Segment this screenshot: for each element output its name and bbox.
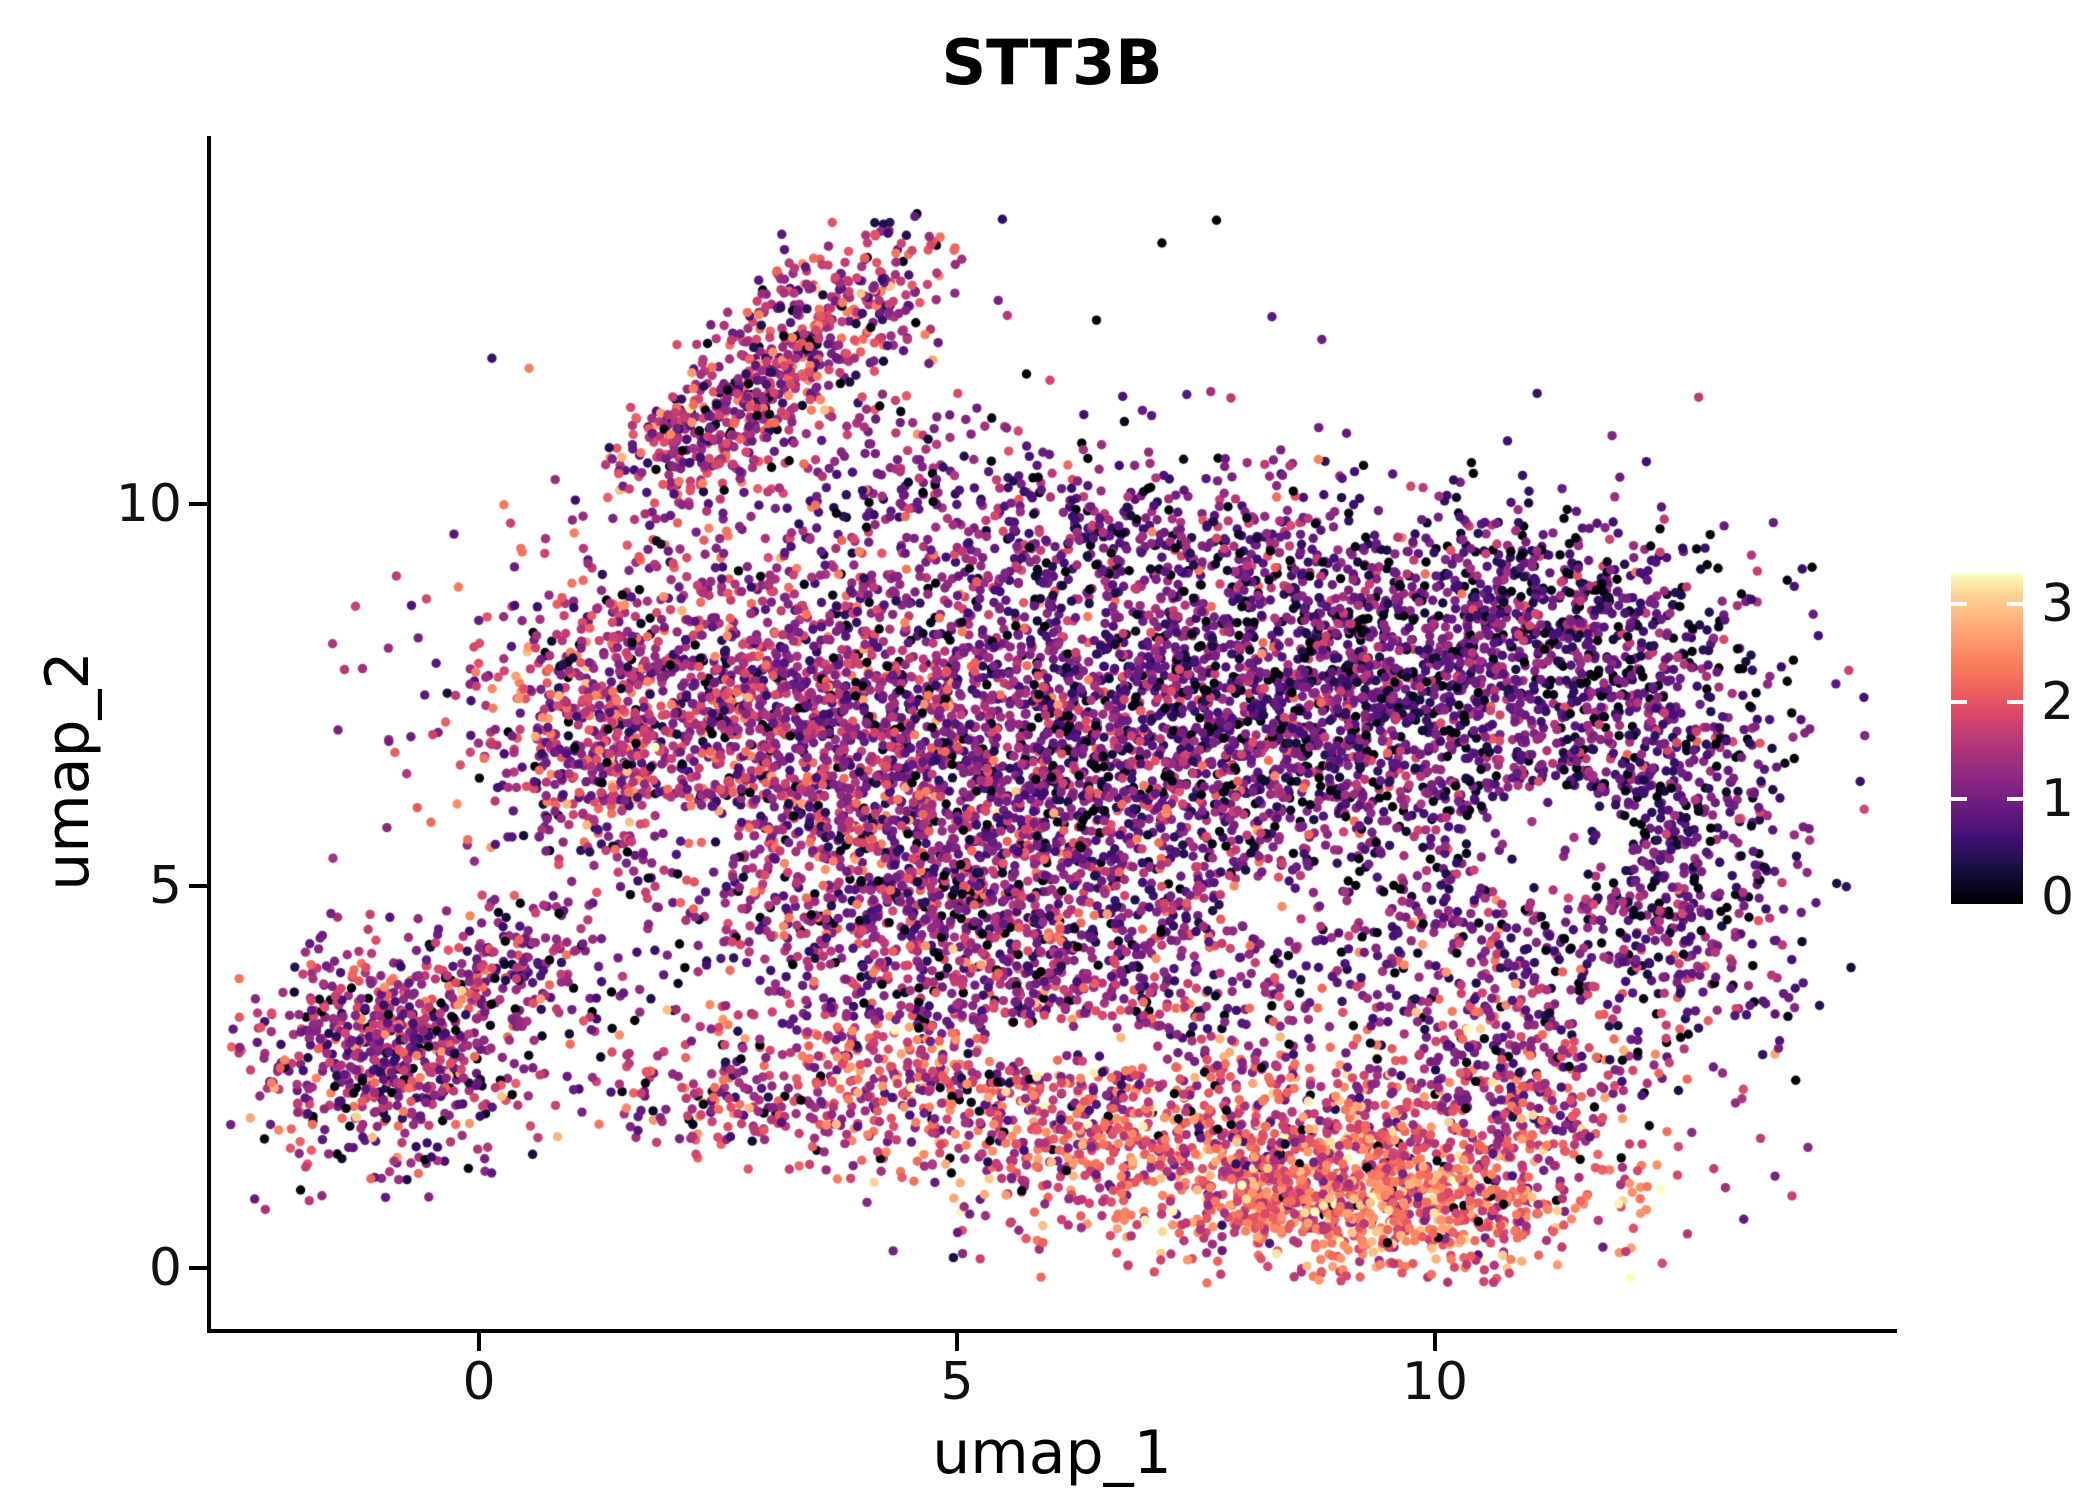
- x-tick-label: 5: [940, 1352, 974, 1412]
- y-axis-label: umap_2: [33, 651, 103, 891]
- colorbar-tick-label: 0: [2041, 867, 2075, 927]
- x-tick-label: 0: [462, 1352, 496, 1412]
- x-tick-mark: [955, 1333, 959, 1351]
- y-tick-mark: [189, 884, 207, 888]
- plot-title: STT3B: [941, 26, 1163, 99]
- colorbar-gradient: [1951, 573, 2023, 904]
- colorbar-tick-mark: [2007, 699, 2023, 704]
- y-tick-label: 10: [115, 474, 182, 534]
- x-axis-line: [207, 1329, 1897, 1333]
- colorbar-tick-mark: [1951, 601, 1967, 606]
- colorbar-tick-mark: [2007, 601, 2023, 606]
- y-axis-line: [207, 136, 211, 1333]
- y-tick-label: 5: [148, 856, 182, 916]
- y-tick-label: 0: [148, 1238, 182, 1298]
- colorbar-tick-label: 1: [2041, 769, 2075, 830]
- y-tick-mark: [189, 502, 207, 506]
- colorbar-tick-mark: [1951, 699, 1967, 704]
- colorbar-tick-mark: [1951, 797, 1967, 802]
- x-tick-label: 10: [1401, 1352, 1469, 1412]
- y-tick-mark: [189, 1266, 207, 1270]
- x-tick-mark: [477, 1333, 481, 1351]
- colorbar-tick-label: 2: [2041, 671, 2075, 732]
- x-tick-mark: [1433, 1333, 1437, 1351]
- colorbar-tick-label: 3: [2041, 573, 2075, 634]
- colorbar-tick-mark: [2007, 797, 2023, 802]
- x-axis-label: umap_1: [932, 1418, 1172, 1488]
